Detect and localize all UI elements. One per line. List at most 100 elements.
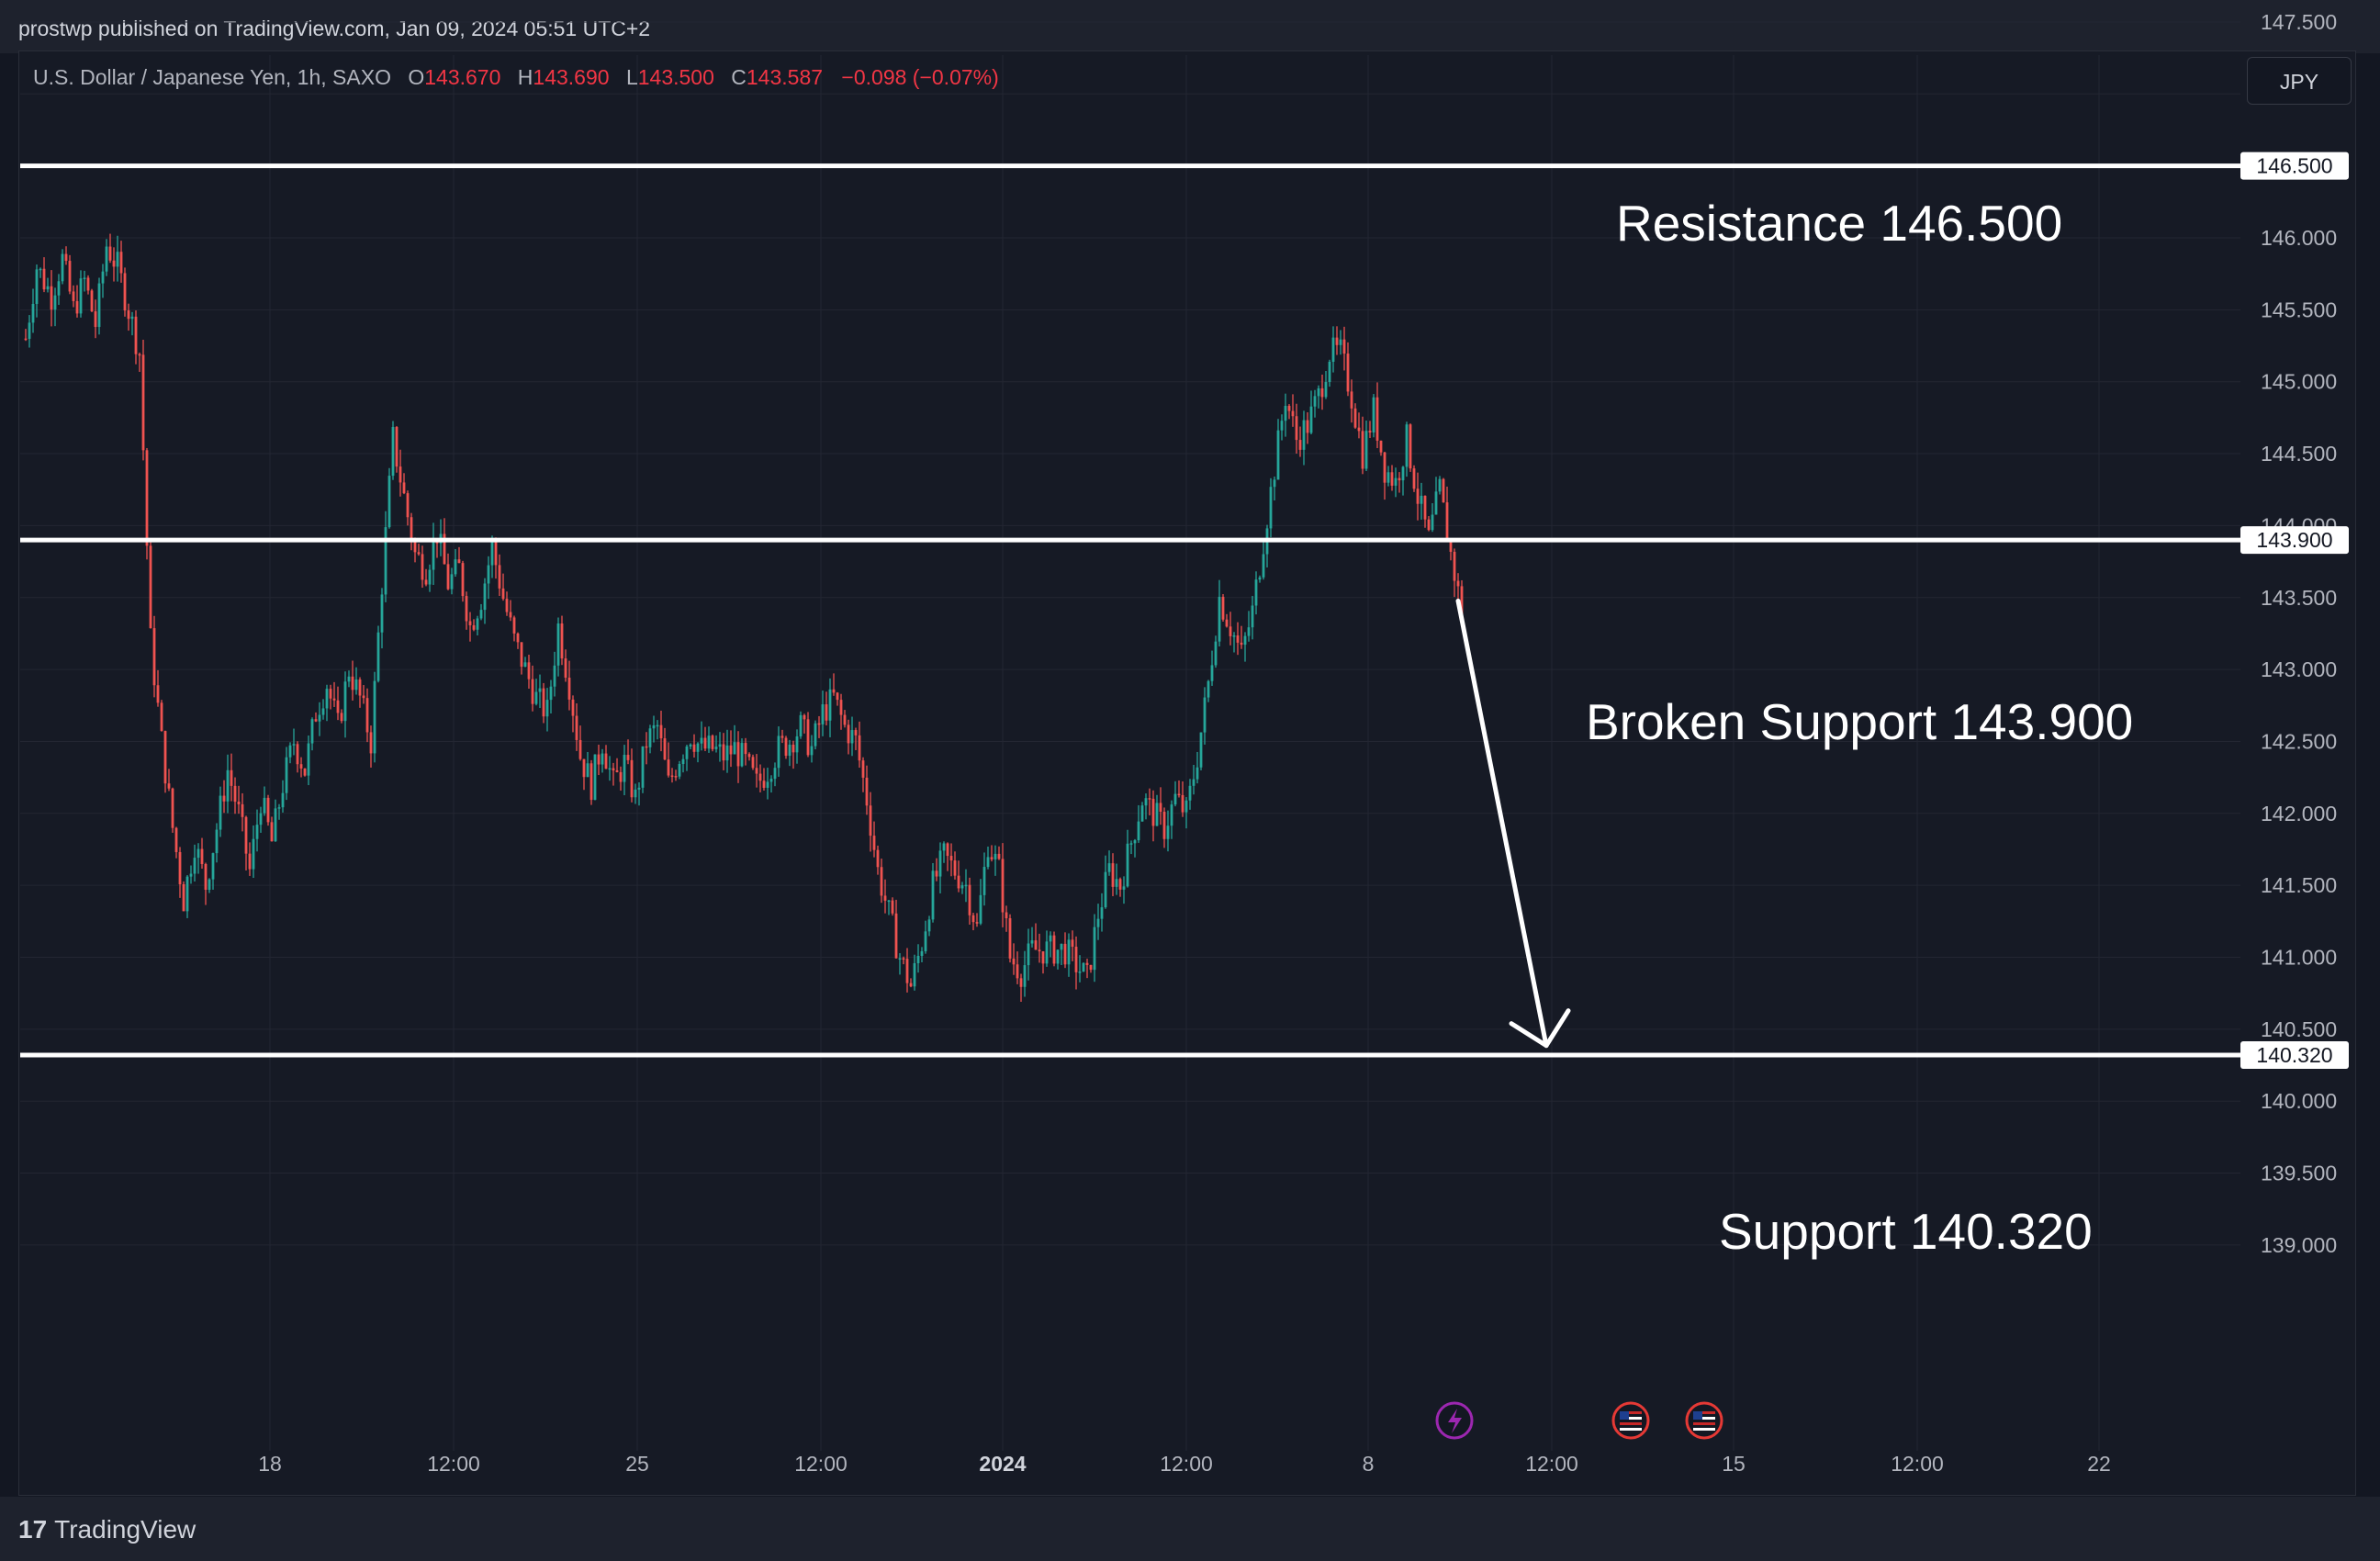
candle-body <box>226 769 230 802</box>
candle-body <box>663 738 667 760</box>
candle-body <box>263 797 266 814</box>
candle-body <box>1199 732 1203 768</box>
candle-body <box>1375 397 1379 441</box>
candle-body <box>601 753 604 765</box>
candle-body <box>612 768 615 770</box>
candle-body <box>1001 859 1005 913</box>
candle-body <box>648 728 652 747</box>
open-label: O <box>408 65 425 89</box>
candle-body <box>894 913 898 959</box>
candle-body <box>1140 805 1144 822</box>
candle-body <box>248 853 252 870</box>
us-flag-icon <box>1611 1401 1650 1440</box>
candle-body <box>725 745 729 761</box>
candle-body <box>281 792 285 808</box>
candle-body <box>1445 502 1449 542</box>
candle-body <box>432 539 435 570</box>
candle-body <box>1342 339 1346 354</box>
candle-body <box>1320 387 1324 398</box>
candle-body <box>641 746 645 788</box>
candle-body <box>50 286 53 310</box>
candle-body <box>626 755 630 760</box>
candle-body <box>1287 406 1291 411</box>
candle-body <box>1192 779 1196 786</box>
candle-body <box>1335 337 1339 345</box>
level-price-tag-resistance <box>2240 152 2349 180</box>
candle-body <box>501 588 505 600</box>
candle-body <box>747 754 751 758</box>
candle-body <box>645 746 648 748</box>
candle-body <box>1071 939 1074 948</box>
candle-body <box>1225 619 1229 627</box>
candle-body <box>1456 580 1460 587</box>
candle-body <box>589 763 593 801</box>
candle-body <box>1431 514 1434 531</box>
candle-body <box>446 564 450 590</box>
tradingview-logo-icon: 17 <box>18 1515 48 1544</box>
candle-body <box>1427 519 1431 531</box>
candle-body <box>692 744 696 752</box>
candle-body <box>1309 406 1313 433</box>
candle-body <box>986 857 990 868</box>
candle-body <box>39 268 42 271</box>
candle-body <box>461 563 465 597</box>
candle-body <box>667 759 670 776</box>
candle-body <box>1364 431 1368 469</box>
candle-body <box>832 689 836 693</box>
candle-body <box>997 853 1001 859</box>
symbol-title[interactable]: U.S. Dollar / Japanese Yen, 1h, SAXO <box>33 65 391 89</box>
candle-body <box>230 769 233 786</box>
candle-body <box>1232 635 1236 637</box>
candle-body <box>252 838 255 870</box>
candle-body <box>1210 665 1214 681</box>
tradingview-logo[interactable]: 17 TradingView <box>18 1515 196 1544</box>
candle-body <box>1056 949 1060 964</box>
candle-body <box>1240 642 1243 646</box>
candle-body <box>343 681 347 722</box>
level-price-tag-support <box>2240 1041 2349 1070</box>
candle-body <box>185 876 189 912</box>
open-value: 143.670 <box>424 65 501 89</box>
candle-body <box>479 610 483 619</box>
candle-body <box>740 743 744 767</box>
candle-body <box>652 724 656 729</box>
candle-body <box>1093 926 1096 971</box>
candle-body <box>1386 472 1390 483</box>
candle-body <box>817 723 821 725</box>
tradingview-logo-text: TradingView <box>54 1515 196 1544</box>
candle-body <box>843 714 847 725</box>
candle-body <box>604 753 608 769</box>
currency-button[interactable]: JPY <box>2247 57 2352 105</box>
candle-body <box>714 747 718 749</box>
candle-body <box>86 277 90 291</box>
candle-body <box>1398 477 1401 481</box>
candle-body <box>1005 912 1008 919</box>
level-annotation-resistance: Resistance 146.500 <box>1616 195 2062 252</box>
candle-body <box>1063 943 1067 965</box>
candle-body <box>545 700 549 717</box>
y-tick-label: 146.000 <box>2261 226 2337 250</box>
candle-body <box>318 714 321 722</box>
y-tick-label: 141.000 <box>2261 946 2337 970</box>
candle-body <box>982 867 986 895</box>
candle-body <box>222 795 226 802</box>
level-annotation-broken-support: Broken Support 143.900 <box>1586 693 2133 750</box>
candle-body <box>1078 971 1082 973</box>
candle-body <box>869 805 872 837</box>
candle-body <box>755 768 758 774</box>
candle-body <box>112 260 116 267</box>
candle-body <box>1262 554 1265 578</box>
candle-body <box>509 612 512 618</box>
candle-body <box>171 788 174 828</box>
candle-body <box>351 676 354 691</box>
candle-body <box>1067 939 1071 965</box>
candle-body <box>674 776 678 778</box>
candle-body <box>1401 466 1405 481</box>
candle-body <box>1438 478 1442 492</box>
candle-body <box>1159 803 1162 813</box>
candle-body <box>465 596 468 622</box>
candle-body <box>531 679 534 704</box>
candle-body <box>1049 935 1052 942</box>
candle-body <box>189 873 193 877</box>
